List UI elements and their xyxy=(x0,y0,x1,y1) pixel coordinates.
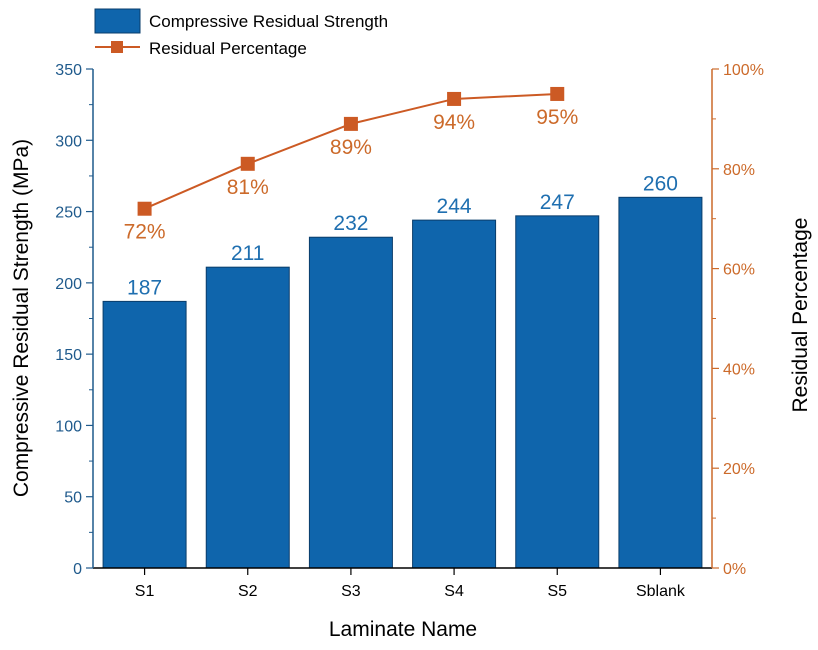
line-value-label-S4: 94% xyxy=(433,111,475,134)
legend-bar-swatch xyxy=(94,8,141,34)
line-marker-S5 xyxy=(550,86,565,101)
bar-S5 xyxy=(515,215,600,569)
bar-S3 xyxy=(308,236,393,569)
y2-tick-label-0: 0% xyxy=(723,561,746,578)
bar-value-label-S3: 232 xyxy=(333,212,368,235)
axes: S1 S2 S3 S4 S5 Sblank 0 50 100 150 200 250 300 350 0% 2… xyxy=(55,62,764,600)
legend: Compressive Residual Strength Residual P… xyxy=(94,8,388,58)
x-tick-label-S5: S5 xyxy=(547,583,567,600)
x-tick-label-S1: S1 xyxy=(135,583,155,600)
line-value-label-S5: 95% xyxy=(536,106,578,129)
legend-bar-label: Compressive Residual Strength xyxy=(149,12,388,31)
bar-value-label-S4: 244 xyxy=(437,195,472,218)
legend-line-marker xyxy=(111,41,123,53)
line-marker-S4 xyxy=(447,91,462,106)
bar-S4 xyxy=(412,219,497,569)
legend-line-label: Residual Percentage xyxy=(149,39,307,58)
x-tick-label-S4: S4 xyxy=(444,583,464,600)
y-axis-title: Compressive Residual Strength (MPa) xyxy=(10,139,33,497)
x-tick-label-S2: S2 xyxy=(238,583,258,600)
bar-S1 xyxy=(102,300,187,569)
bar-value-label-Sblank: 260 xyxy=(643,172,678,195)
bar-value-label-S5: 247 xyxy=(540,191,575,214)
y2-tick-label-1: 20% xyxy=(723,461,755,478)
line-marker-S2 xyxy=(240,156,255,171)
y2-axis-title: Residual Percentage xyxy=(789,218,812,413)
line-marker-S1 xyxy=(137,201,152,216)
bar-Sblank xyxy=(618,196,703,569)
y-tick-label-0: 0 xyxy=(73,561,82,578)
y2-tick-label-2: 40% xyxy=(723,361,755,378)
y-tick-label-100: 100 xyxy=(55,418,82,435)
y-tick-label-250: 250 xyxy=(55,205,82,222)
y-tick-label-350: 350 xyxy=(55,62,82,79)
y2-tick-label-3: 60% xyxy=(723,262,755,279)
y2-tick-label-5: 100% xyxy=(723,62,764,79)
x-tick-label-Sblank: Sblank xyxy=(636,583,686,600)
line-value-label-S3: 89% xyxy=(330,136,372,159)
line-value-label-S2: 81% xyxy=(227,176,269,199)
plot-area: 187 211 232 244 247 260 72% 81% 89% 94% 95% xyxy=(102,86,703,569)
y2-tick-label-4: 80% xyxy=(723,162,755,179)
x-axis-title: Laminate Name xyxy=(329,618,477,641)
y-tick-label-50: 50 xyxy=(64,490,82,507)
line-marker-S3 xyxy=(343,116,358,131)
bar-value-label-S2: 211 xyxy=(231,242,264,265)
y-tick-label-300: 300 xyxy=(55,133,82,150)
line-value-label-S1: 72% xyxy=(124,221,166,244)
bar-value-label-S1: 187 xyxy=(127,276,162,299)
bar-S2 xyxy=(205,266,290,569)
y-tick-label-150: 150 xyxy=(55,347,82,364)
x-tick-label-S3: S3 xyxy=(341,583,361,600)
y-tick-label-200: 200 xyxy=(55,276,82,293)
